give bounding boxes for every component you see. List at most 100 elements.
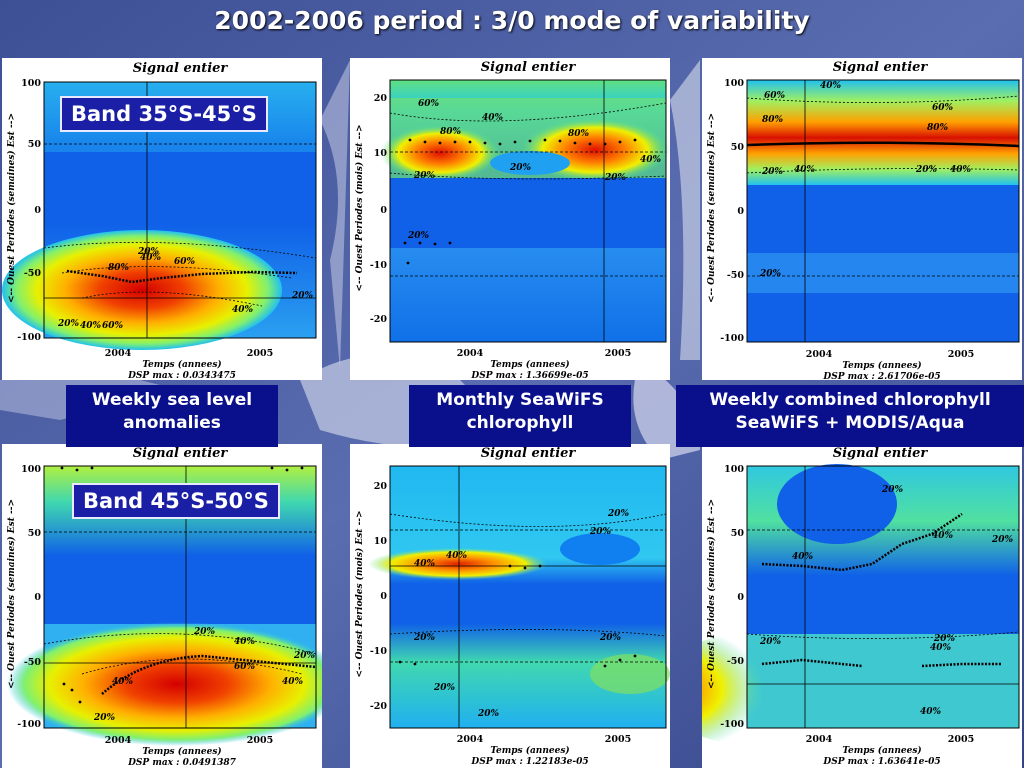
ytick: -20 (370, 314, 388, 325)
y-axis-label: <-- Ouest Periodes (mois) Est --> (354, 124, 365, 291)
dsp-max-label: DSP max : 0.0343475 (127, 371, 236, 380)
contour-label: 60% (418, 99, 440, 109)
contour-label: 20% (509, 163, 532, 173)
contour-label: 20% (407, 231, 430, 241)
band-label-45-50: Band 45°S-50°S (72, 483, 280, 519)
ytick: 100 (21, 78, 41, 89)
plot-panel-weekly-combined-35-45: Signal entier 100 50 0 -50 -100 2004 200… (702, 58, 1022, 380)
contour-label: 80% (108, 263, 130, 273)
panel-title: Signal entier (133, 446, 229, 461)
contour-label: 80% (568, 129, 590, 139)
xtick: 2004 (457, 734, 484, 745)
contour-label: 20% (933, 634, 956, 644)
y-axis-label: <-- Ouest Periodes (semaines) Est --> (6, 499, 17, 689)
xtick: 2005 (605, 348, 631, 359)
ytick: -10 (370, 646, 388, 657)
plot-panel-monthly-seawifs-35-45: Signal entier 20 10 0 -10 -20 2004 2005 … (350, 58, 670, 380)
xtick: 2004 (806, 734, 833, 745)
contour-label: 20% (137, 247, 160, 257)
contour-label: 80% (762, 115, 784, 125)
xtick: 2005 (247, 735, 273, 746)
contour-label: 40% (950, 165, 972, 175)
ytick: -50 (727, 270, 745, 281)
ytick: 20 (374, 93, 388, 104)
ytick: -100 (17, 332, 41, 343)
ytick: 50 (28, 139, 42, 150)
contour-label: 20% (193, 627, 216, 637)
contour-label: 40% (80, 321, 102, 331)
contour-label: 40% (446, 551, 468, 561)
ytick: 100 (21, 464, 41, 475)
contour-label: 80% (440, 127, 462, 137)
ytick: -100 (720, 719, 744, 730)
slide-title: 2002-2006 period : 3/0 mode of variabili… (214, 6, 810, 35)
y-axis-label: <-- Ouest Periodes (mois) Est --> (354, 510, 365, 677)
contour-label: 40% (794, 165, 816, 175)
contour-label: 20% (599, 633, 622, 643)
dsp-max-label: DSP max : 1.22183e-05 (470, 757, 588, 767)
contour-label: 20% (915, 165, 938, 175)
contour-label: 20% (413, 171, 436, 181)
ytick: 10 (374, 536, 388, 547)
panel-title: Signal entier (833, 446, 929, 461)
dsp-max-label: DSP max : 1.36699e-05 (470, 371, 588, 380)
contour-label: 20% (607, 509, 630, 519)
ytick: -50 (727, 656, 745, 667)
contour-label: 60% (102, 321, 124, 331)
contour-label: 60% (174, 257, 196, 267)
y-axis-label: <-- Ouest Periodes (semaines) Est --> (6, 113, 17, 303)
dsp-max-label: DSP max : 1.63641e-05 (822, 757, 940, 767)
contour-label: 40% (932, 531, 954, 541)
contour-label: 20% (433, 683, 456, 693)
ytick: 0 (34, 592, 41, 603)
contour-label: 20% (589, 527, 612, 537)
band-label-35-45: Band 35°S-45°S (60, 96, 268, 132)
contour-label: 20% (761, 167, 784, 177)
xtick: 2004 (806, 349, 833, 360)
x-axis-label: Temps (annees) (490, 745, 569, 756)
contour-label: 40% (112, 677, 134, 687)
contour-label: 60% (764, 91, 786, 101)
ytick: 20 (374, 481, 388, 492)
x-axis-label: Temps (annees) (842, 745, 921, 756)
contour-label: 40% (234, 637, 256, 647)
ytick: 10 (374, 148, 388, 159)
y-axis-label: <-- Ouest Periodes (semaines) Est --> (706, 499, 717, 689)
dsp-max-label: DSP max : 2.61706e-05 (822, 372, 940, 380)
contour-label: 80% (927, 123, 949, 133)
ytick: -50 (24, 268, 42, 279)
contour-label: 40% (792, 552, 814, 562)
ytick: 50 (731, 142, 745, 153)
ytick: -100 (720, 333, 744, 344)
plot-panel-monthly-seawifs-45-50: Signal entier 20 10 0 -10 -20 2004 2005 … (350, 444, 670, 768)
xtick: 2004 (105, 348, 132, 359)
x-axis-label: Temps (annees) (842, 360, 921, 371)
contour-label: 20% (291, 291, 314, 301)
dsp-max-label: DSP max : 0.0491387 (127, 758, 236, 768)
ytick: 0 (737, 206, 744, 217)
contour-label: 20% (991, 535, 1014, 545)
contour-label: 40% (482, 113, 504, 123)
xtick: 2004 (457, 348, 484, 359)
ytick: -50 (24, 657, 42, 668)
ytick: 0 (737, 592, 744, 603)
contour-label: 20% (759, 269, 782, 279)
ytick: 50 (28, 528, 42, 539)
ytick: -20 (370, 701, 388, 712)
xtick: 2005 (605, 734, 631, 745)
ytick: -100 (17, 719, 41, 730)
x-axis-label: Temps (annees) (490, 359, 569, 370)
panel-title: Signal entier (133, 61, 229, 76)
contour-label: 60% (234, 662, 256, 672)
ytick: 0 (34, 205, 41, 216)
contour-label: 20% (413, 633, 436, 643)
ytick: 0 (380, 205, 387, 216)
ytick: -10 (370, 260, 388, 271)
caption-monthly-seawifs: Monthly SeaWiFS chlorophyll (409, 385, 631, 447)
xtick: 2005 (948, 349, 974, 360)
contour-label: 20% (93, 713, 116, 723)
panel-title: Signal entier (481, 446, 577, 461)
contour-label: 40% (820, 81, 842, 91)
contour-label: 60% (932, 103, 954, 113)
contour-label: 40% (140, 253, 162, 263)
